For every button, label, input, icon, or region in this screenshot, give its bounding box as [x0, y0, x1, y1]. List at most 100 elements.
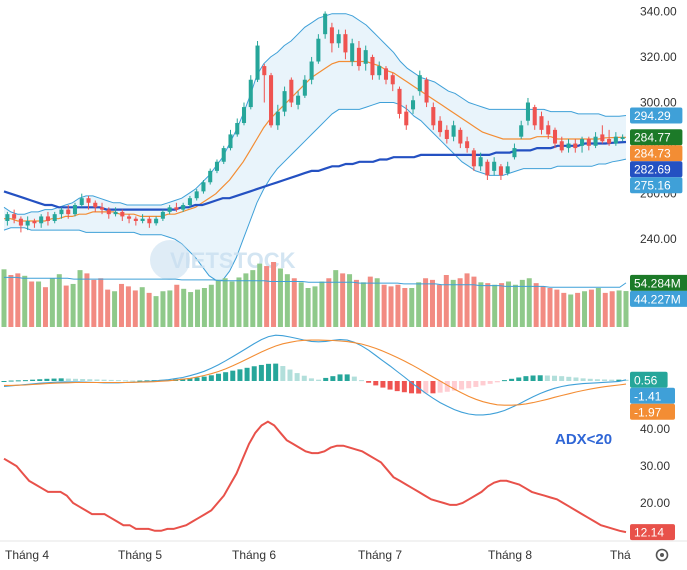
candle-body — [566, 143, 571, 149]
macd-histogram-bar — [130, 380, 136, 382]
candle-body — [140, 218, 145, 221]
volume-bar — [146, 292, 152, 327]
macd-histogram-bar — [437, 381, 443, 393]
macd-histogram-bar — [180, 378, 186, 381]
volume-bar — [8, 275, 14, 327]
volume-bar — [195, 289, 201, 327]
volume-bar — [540, 286, 546, 327]
macd-histogram-bar — [194, 377, 200, 381]
macd-histogram-bar — [30, 379, 36, 381]
macd-histogram-bar — [101, 379, 107, 381]
volume-bar — [70, 283, 76, 327]
macd-value-label-badge — [630, 371, 668, 388]
macd-histogram-bar — [1, 381, 7, 382]
settings-gear-icon[interactable] — [655, 548, 669, 562]
volume-bar — [506, 281, 512, 327]
volume-bar — [1, 269, 7, 327]
candle-body — [174, 207, 179, 210]
candle-body — [465, 141, 470, 149]
candle-body — [302, 79, 307, 96]
volume-bar — [492, 284, 498, 327]
bollinger-fill — [4, 13, 626, 281]
candle-body — [323, 13, 328, 35]
candle-body — [532, 107, 537, 126]
candle-body — [39, 216, 44, 224]
volume-bar — [423, 278, 429, 327]
candle-body — [221, 148, 226, 162]
macd-histogram-bar — [58, 378, 64, 381]
candle-body — [438, 120, 443, 133]
volume-bar — [167, 290, 173, 327]
volume-bar — [181, 288, 187, 327]
candle-body — [397, 88, 402, 114]
volume-bar — [125, 286, 131, 327]
volume-bar — [271, 262, 277, 327]
candle-body — [275, 111, 280, 126]
volume-bar — [512, 284, 518, 327]
price-value-label: 284.73 — [634, 147, 671, 161]
macd-histogram-bar — [451, 381, 457, 391]
volume-bar — [229, 281, 235, 327]
volume-bar — [250, 270, 256, 327]
candle-body — [12, 214, 17, 219]
volume-bar — [471, 276, 477, 327]
candle-body — [120, 211, 125, 217]
volume-bar — [582, 291, 588, 327]
volume-bar — [526, 278, 532, 327]
volume-bar — [388, 286, 394, 327]
volume-bar — [29, 281, 35, 327]
candle-body — [485, 161, 490, 176]
candle-body — [113, 211, 118, 215]
macd-histogram-bar — [516, 377, 522, 381]
candlesticks — [5, 11, 625, 233]
volume-value-label: 44.227M — [634, 292, 681, 306]
macd-histogram-bar — [616, 379, 622, 381]
macd-histogram-bar — [494, 381, 500, 383]
candle-body — [187, 198, 192, 206]
candle-body — [512, 148, 517, 158]
macd-histogram-bar — [223, 372, 229, 381]
macd-histogram-bar — [566, 376, 572, 381]
time-axis-label: Tháng 4 — [5, 548, 49, 562]
candle-body — [316, 38, 321, 62]
macd-histogram-bar — [594, 379, 600, 381]
volume-bar — [215, 279, 221, 327]
volume-bar — [340, 273, 346, 327]
candle-body — [52, 214, 57, 221]
candle-body — [147, 218, 152, 224]
macd-histogram-bar — [444, 381, 450, 392]
macd-histogram-bar — [609, 379, 615, 381]
macd-histogram-bar — [552, 375, 558, 381]
volume-bar — [291, 278, 297, 327]
macd-histogram-bar — [387, 381, 393, 390]
macd-histogram-bar — [108, 379, 114, 381]
candle-body — [133, 218, 138, 221]
candle-body — [241, 107, 247, 124]
price-value-label-badge — [630, 161, 683, 178]
volume-bar — [236, 277, 242, 327]
volume-bar — [63, 285, 69, 327]
macd-histogram-bar — [358, 380, 364, 382]
candle-body — [505, 166, 510, 174]
volume-bar — [595, 288, 601, 327]
volume-bar — [312, 286, 318, 327]
volume-bar — [84, 273, 90, 327]
candle-body — [607, 138, 612, 144]
volume-bar — [588, 289, 594, 327]
candle-body — [45, 216, 50, 221]
candle-body — [343, 34, 348, 53]
volume-bar — [174, 284, 180, 327]
macd-histogram-bar — [287, 369, 293, 381]
price-value-label: 294.29 — [634, 109, 671, 123]
volume-bar — [519, 279, 525, 327]
macd-histogram-bar — [316, 379, 322, 381]
volume-bar — [464, 273, 470, 327]
macd-histogram-bar — [573, 377, 579, 381]
candle-body — [363, 50, 368, 64]
candle-body — [431, 107, 436, 126]
volume-bar — [49, 278, 55, 327]
volume-bar — [568, 294, 574, 327]
candle-body — [600, 134, 605, 142]
